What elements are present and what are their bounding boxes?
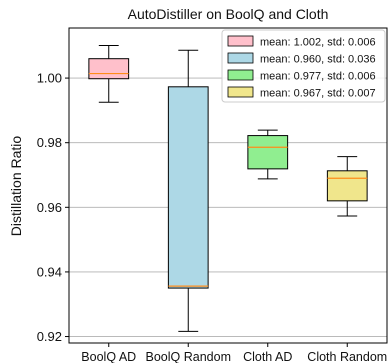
x-tick-label: BoolQ AD bbox=[81, 350, 136, 363]
legend-frame bbox=[221, 29, 386, 103]
y-tick-label: 0.96 bbox=[37, 200, 62, 215]
chart-title: AutoDistiller on BoolQ and Cloth bbox=[128, 6, 329, 22]
box-group bbox=[88, 44, 130, 103]
y-tick-label: 0.94 bbox=[37, 264, 62, 279]
y-tick-label: 0.98 bbox=[37, 135, 62, 150]
x-tick-label: Cloth Random bbox=[307, 350, 387, 363]
plot-frame bbox=[68, 27, 388, 344]
box-body bbox=[326, 170, 368, 202]
box-body bbox=[88, 58, 130, 80]
legend-label: mean: 1.002, std: 0.006 bbox=[260, 37, 376, 49]
boxes bbox=[88, 44, 368, 332]
y-tick-label: 0.92 bbox=[37, 329, 62, 344]
box-body bbox=[167, 86, 209, 289]
grid-lines bbox=[69, 77, 387, 337]
box-group bbox=[167, 49, 209, 332]
box-body bbox=[247, 135, 289, 170]
legend-swatch bbox=[227, 52, 254, 64]
box-group bbox=[247, 129, 289, 180]
box-group bbox=[326, 156, 368, 217]
x-tick-label: BoolQ Random bbox=[146, 350, 231, 363]
legend-label: mean: 0.960, std: 0.036 bbox=[260, 54, 376, 66]
legend-label: mean: 0.967, std: 0.007 bbox=[260, 88, 376, 100]
legend-swatch bbox=[227, 35, 254, 47]
legend-swatch bbox=[227, 86, 254, 98]
legend-swatch bbox=[227, 69, 254, 81]
y-axis: 0.92 0.94 0.96 0.98 1.00 bbox=[37, 71, 69, 344]
y-tick-label: 1.00 bbox=[37, 71, 62, 86]
legend-label: mean: 0.977, std: 0.006 bbox=[260, 71, 376, 83]
x-axis: BoolQ AD BoolQ Random Cloth AD Cloth Random bbox=[81, 343, 387, 363]
legend: mean: 1.002, std: 0.006 mean: 0.960, std:… bbox=[221, 29, 386, 103]
y-axis-label: Distillation Ratio bbox=[8, 136, 24, 237]
x-tick-label: Cloth AD bbox=[243, 350, 292, 363]
